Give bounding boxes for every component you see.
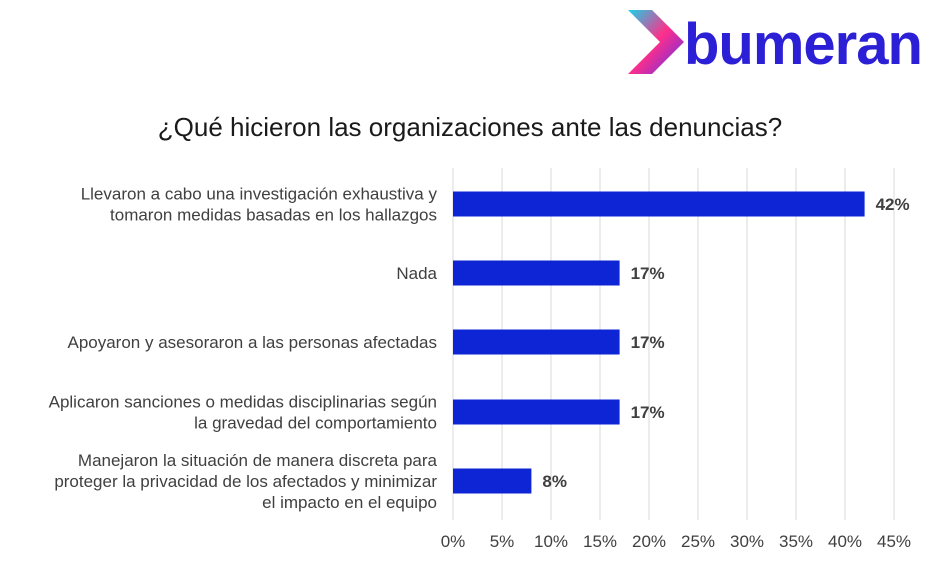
category-label: la gravedad del comportamiento (194, 414, 437, 433)
bar (453, 329, 620, 355)
x-tick-label: 5% (490, 532, 515, 551)
grid-lines (452, 168, 895, 520)
category-label: tomaron medidas basadas en los hallazgos (110, 206, 437, 225)
x-tick-label: 0% (441, 532, 466, 551)
x-tick-label: 25% (681, 532, 715, 551)
bar (453, 260, 620, 286)
data-labels: 42% 17% 17% 17% 8% (542, 195, 909, 491)
x-tick-label: 20% (632, 532, 666, 551)
x-tick-label: 15% (583, 532, 617, 551)
bar (453, 468, 532, 494)
x-tick-label: 30% (730, 532, 764, 551)
category-label: el impacto en el equipo (262, 493, 437, 512)
data-label: 17% (631, 403, 665, 422)
x-axis-ticks: 0% 5% 10% 15% 20% 25% 30% 35% 40% 45% (441, 532, 911, 551)
x-tick-label: 10% (534, 532, 568, 551)
category-label: Nada (396, 264, 437, 283)
category-label: Manejaron la situación de manera discret… (78, 451, 438, 470)
category-label: proteger la privacidad de los afectados … (54, 472, 437, 491)
data-label: 17% (631, 333, 665, 352)
data-label: 42% (876, 195, 910, 214)
chart-title: ¿Qué hicieron las organizaciones ante la… (157, 112, 783, 142)
x-tick-label: 35% (779, 532, 813, 551)
category-label: Aplicaron sanciones o medidas disciplina… (49, 393, 437, 412)
bumeran-logo: bumeran (628, 10, 923, 77)
logo-wordmark: bumeran (684, 12, 922, 77)
bars (453, 191, 865, 494)
bar (453, 399, 620, 425)
category-labels: Llevaron a cabo una investigación exhaus… (49, 185, 438, 513)
x-tick-label: 45% (877, 532, 911, 551)
data-label: 8% (542, 472, 567, 491)
category-label: Apoyaron y asesoraron a las personas afe… (67, 333, 437, 352)
logo-chevron-icon (628, 10, 684, 74)
bar (453, 191, 865, 217)
data-label: 17% (631, 264, 665, 283)
x-tick-label: 40% (828, 532, 862, 551)
category-label: Llevaron a cabo una investigación exhaus… (81, 185, 438, 204)
